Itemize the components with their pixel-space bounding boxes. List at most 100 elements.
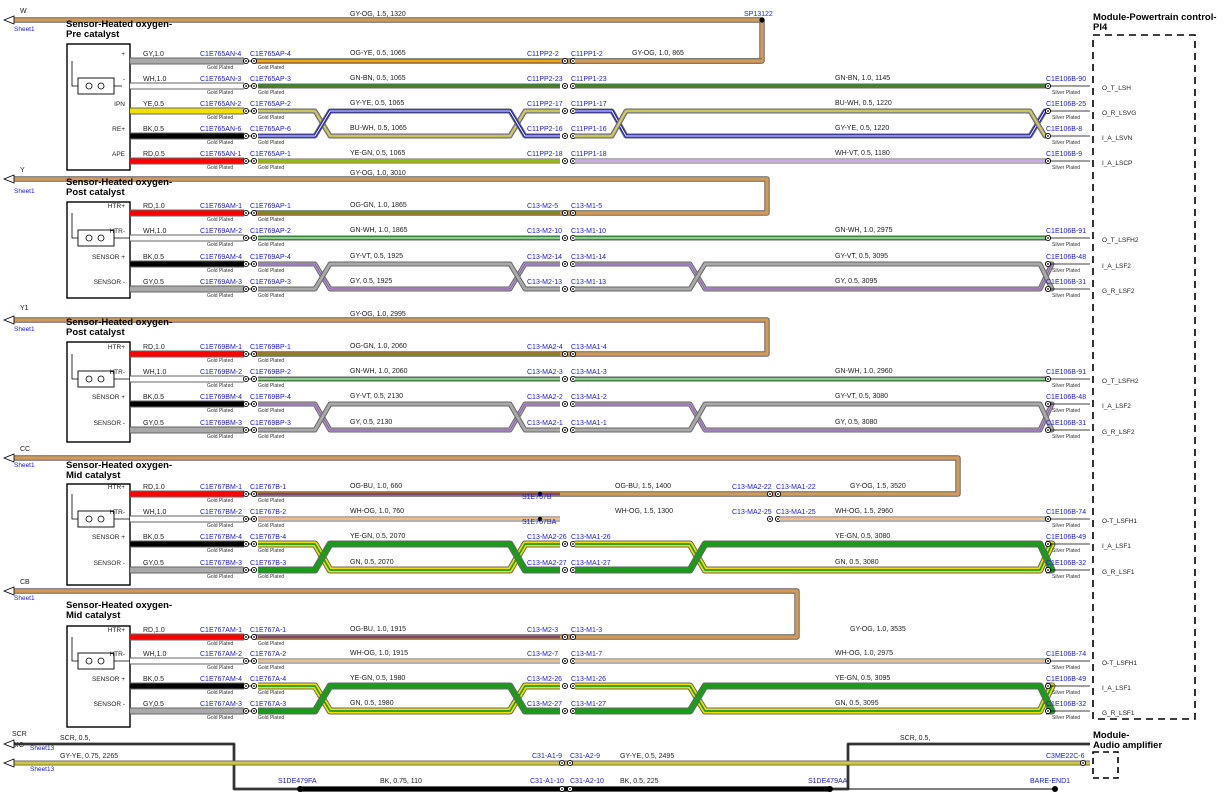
inline-connector-a[interactable]: C11PP2-23 <box>527 76 563 83</box>
connector-female[interactable]: C1E765AP-2 <box>250 101 291 108</box>
splice-dot[interactable] <box>537 491 543 497</box>
inline-connector-a[interactable]: C13-M2-3 <box>527 627 558 634</box>
connector-male[interactable]: C1E769BM-1 <box>200 344 242 351</box>
sheet-arrow-cb[interactable] <box>2 586 15 596</box>
connector-female[interactable]: C1E769BP-1 <box>250 344 291 351</box>
connector-male[interactable]: C1E765AN-4 <box>200 51 241 58</box>
sheet-link[interactable]: Sheet1 <box>14 462 35 469</box>
sensor-housing[interactable] <box>66 43 131 171</box>
scr-arrow[interactable] <box>2 739 15 749</box>
module-connector[interactable]: C1E106B-90 <box>1046 76 1086 83</box>
inline-connector-a[interactable]: C11PP2-16 <box>527 126 563 133</box>
connector-male[interactable]: C1E767BM-4 <box>200 534 242 541</box>
inline-connector-a[interactable]: C13-MA2-22 <box>732 484 772 491</box>
inline-connector-a[interactable]: C13-MA2-1 <box>527 420 563 427</box>
inline-connector-a[interactable]: C13-MA2-27 <box>527 560 567 567</box>
harness-wire-segment[interactable] <box>258 261 560 292</box>
inline-connector-a[interactable]: C11PP2-2 <box>527 51 559 58</box>
inline-connector-b[interactable]: C13-M1-5 <box>571 203 602 210</box>
module-connector[interactable]: C1E106B-9 <box>1046 151 1082 158</box>
connector-female[interactable]: C1E769AP-4 <box>250 254 291 261</box>
connector-male[interactable]: C1E769AM-2 <box>200 228 242 235</box>
harness-wire-segment[interactable] <box>258 682 560 715</box>
connector-female[interactable]: C1E765AP-3 <box>250 76 291 83</box>
connector-female[interactable]: C1E767A-4 <box>250 676 286 683</box>
harness-wire-segment[interactable] <box>258 540 560 574</box>
sig-sheet-label[interactable]: Sheet13 <box>30 766 55 773</box>
connector-female[interactable]: C1E767A-1 <box>250 627 286 634</box>
inline-connector-b[interactable]: C13-M1-3 <box>571 627 602 634</box>
connector-female[interactable]: C1E769BP-4 <box>250 394 291 401</box>
connector-male[interactable]: C1E769BM-4 <box>200 394 242 401</box>
sensor-housing[interactable] <box>66 625 131 728</box>
inline-connector-a[interactable]: C11PP2-17 <box>527 101 563 108</box>
connector-female[interactable]: C1E765AP-6 <box>250 126 291 133</box>
connector-female[interactable]: C1E767B-1 <box>250 484 286 491</box>
module-connector[interactable]: C1E106B-74 <box>1046 509 1086 516</box>
inline-connector-b[interactable]: C13-M1-7 <box>571 651 602 658</box>
connector-male[interactable]: C1E765AN-1 <box>200 151 241 158</box>
connector-c31-a2-9[interactable]: C31-A2-9 <box>570 753 600 760</box>
splice-label[interactable]: S1E767B <box>522 494 552 501</box>
inline-connector-b[interactable]: C13-M1-14 <box>571 254 606 261</box>
inline-connector-a[interactable]: C13-M2-10 <box>527 228 562 235</box>
module-connector[interactable]: C1E106B-49 <box>1046 676 1086 683</box>
inline-connector-b[interactable]: C11PP1-17 <box>571 101 607 108</box>
inline-connector-b[interactable]: C13-MA1-25 <box>776 509 816 516</box>
inline-connector-b[interactable]: C13-MA1-27 <box>571 560 611 567</box>
wire-sheet-cc[interactable] <box>14 455 961 497</box>
module-connector[interactable]: C1E106B-32 <box>1046 560 1086 567</box>
connector-c31-a1-9[interactable]: C31-A1-9 <box>532 753 562 760</box>
inline-connector-b[interactable]: C13-M1-27 <box>571 701 606 708</box>
connector-c31-a2-10[interactable]: C31-A2-10 <box>570 778 604 785</box>
sensor-housing[interactable] <box>66 483 131 586</box>
connector-male[interactable]: C1E767AM-3 <box>200 701 242 708</box>
sheet-link[interactable]: Sheet1 <box>14 595 35 602</box>
connector-male[interactable]: C1E769BM-2 <box>200 369 242 376</box>
module-connector[interactable]: C1E106B-91 <box>1046 228 1086 235</box>
module-connector[interactable]: C1E106B-48 <box>1046 254 1086 261</box>
inline-connector-b[interactable]: C13-MA1-22 <box>776 484 816 491</box>
inline-connector-b[interactable]: C13-MA1-3 <box>571 369 607 376</box>
connector-male[interactable]: C1E767BM-1 <box>200 484 242 491</box>
sheet-arrow-w[interactable] <box>2 15 15 25</box>
connector-male[interactable]: C1E769BM-3 <box>200 420 242 427</box>
module-connector[interactable]: C1E106B-32 <box>1046 701 1086 708</box>
splice-label[interactable]: S1E767BA <box>522 519 557 526</box>
inline-connector-a[interactable]: C13-M2-14 <box>527 254 562 261</box>
module-connector[interactable]: C1E106B-74 <box>1046 651 1086 658</box>
inline-connector-b[interactable]: C11PP1-16 <box>571 126 607 133</box>
connector-female[interactable]: C1E769AP-2 <box>250 228 291 235</box>
splice-label[interactable]: SP13122 <box>744 11 773 18</box>
harness-wire-segment[interactable] <box>258 261 560 292</box>
harness-wire-segment[interactable] <box>258 108 560 139</box>
inline-connector-a[interactable]: C13-MA2-3 <box>527 369 563 376</box>
inline-connector-a[interactable]: C13-M2-5 <box>527 203 558 210</box>
inline-connector-a[interactable]: C13-MA2-25 <box>732 509 772 516</box>
connector-male[interactable]: C1E767AM-2 <box>200 651 242 658</box>
bare-end-dot[interactable] <box>1052 786 1058 792</box>
connector-female[interactable]: C1E767B-4 <box>250 534 286 541</box>
connector-male[interactable]: C1E765AN-3 <box>200 76 241 83</box>
connector-c3me22c-6[interactable]: C3ME22C-6 <box>1046 753 1085 760</box>
connector-male[interactable]: C1E767BM-2 <box>200 509 242 516</box>
connector-male[interactable]: C1E769AM-3 <box>200 279 242 286</box>
connector-female[interactable]: C1E769BP-2 <box>250 369 291 376</box>
connector-male[interactable]: C1E767AM-4 <box>200 676 242 683</box>
connector-male[interactable]: C1E767BM-3 <box>200 560 242 567</box>
connector-female[interactable]: C1E767A-2 <box>250 651 286 658</box>
harness-wire-segment[interactable] <box>258 401 560 433</box>
sensor-housing[interactable] <box>66 341 131 443</box>
sheet-link[interactable]: Sheet1 <box>14 188 35 195</box>
module-connector[interactable]: C1E106B-31 <box>1046 420 1086 427</box>
inline-connector-a[interactable]: C13-MA2-26 <box>527 534 567 541</box>
inline-connector-b[interactable]: C13-MA1-4 <box>571 344 607 351</box>
inline-connector-b[interactable]: C13-MA1-2 <box>571 394 607 401</box>
module-connector[interactable]: C1E106B-8 <box>1046 126 1082 133</box>
module-connector[interactable]: C1E106B-25 <box>1046 101 1086 108</box>
splice-dot[interactable] <box>537 516 543 522</box>
connector-female[interactable]: C1E769AP-3 <box>250 279 291 286</box>
sheet-arrow-y[interactable] <box>2 174 15 184</box>
inline-connector-b[interactable]: C13-MA1-26 <box>571 534 611 541</box>
connector-female[interactable]: C1E767A-3 <box>250 701 286 708</box>
